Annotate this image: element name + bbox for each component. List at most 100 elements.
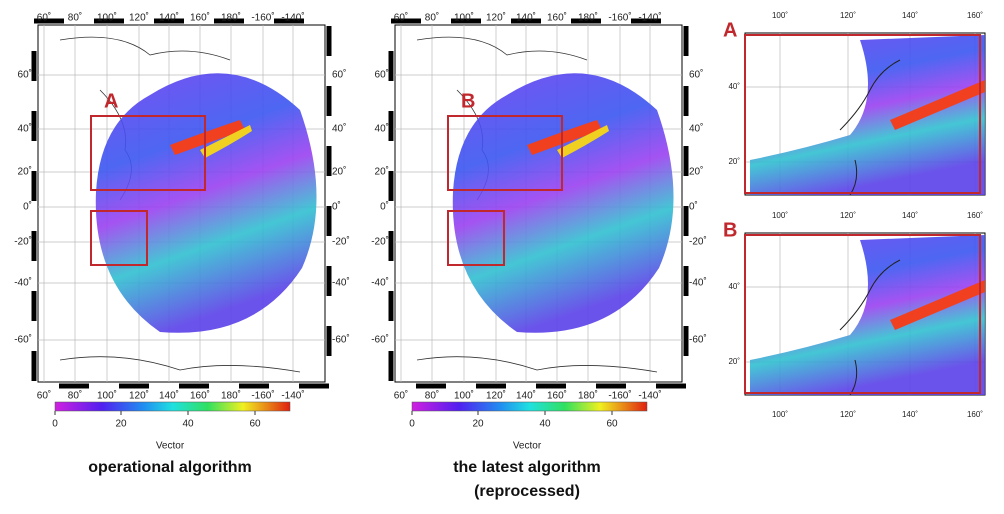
lat-label: -60˚ — [332, 334, 350, 346]
lon-label: 100˚ — [454, 390, 474, 402]
lon-label: 60˚ — [37, 12, 51, 24]
lat-label: 60˚ — [18, 69, 32, 81]
lon-label: 100˚ — [772, 11, 788, 20]
wind-data — [750, 35, 985, 195]
lon-label: 120˚ — [840, 211, 856, 220]
region-label: A — [104, 90, 118, 112]
lat-label: -60˚ — [14, 334, 32, 346]
lon-label: 140˚ — [159, 12, 179, 24]
colorbar — [411, 401, 648, 412]
map-panel: A 60˚ 60˚ 80˚ 80˚ 100˚ 100˚ 120˚ 120˚ 140˚ 140˚ 160… — [14, 12, 350, 477]
lon-label: 100˚ — [772, 211, 788, 220]
region-box — [447, 115, 563, 191]
lat-label: 40˚ — [375, 123, 389, 135]
jet-stream — [890, 280, 985, 330]
jet-stream — [170, 120, 245, 155]
lon-label: 60˚ — [37, 390, 51, 402]
lat-label: 0˚ — [689, 201, 698, 213]
lat-label: -60˚ — [689, 334, 707, 346]
colorbar-tick-label: 0 — [52, 419, 58, 430]
jet-stream — [527, 120, 602, 155]
lon-label: 120˚ — [129, 12, 149, 24]
lat-label: -20˚ — [332, 236, 350, 248]
colorbar-tick-label: 60 — [606, 419, 618, 430]
region-box — [744, 34, 981, 194]
colorbar-title: Vector — [513, 441, 542, 452]
lat-label: 0˚ — [332, 201, 341, 213]
jet-stream — [557, 125, 609, 158]
lat-label: -40˚ — [689, 277, 707, 289]
colorbar-title: Vector — [156, 441, 185, 452]
map-panel: B 60˚ 60˚ 80˚ 80˚ 100˚ 100˚ 120˚ 120˚ 140˚ 140˚ 160… — [371, 12, 707, 501]
lon-label: -160˚ — [251, 390, 274, 402]
frame-border — [31, 18, 332, 389]
lon-label: 60˚ — [394, 12, 408, 24]
lon-label: 160˚ — [967, 11, 983, 20]
lat-label: -40˚ — [332, 277, 350, 289]
lat-label: 60˚ — [375, 69, 389, 81]
colorbar — [54, 401, 291, 412]
lat-label: 40˚ — [332, 123, 346, 135]
lat-label: -20˚ — [14, 236, 32, 248]
frame-border — [388, 18, 689, 389]
lon-label: 100˚ — [772, 410, 788, 419]
lon-label: -140˚ — [281, 390, 304, 402]
lat-label: 20˚ — [375, 166, 389, 178]
lon-label: 80˚ — [68, 390, 82, 402]
lon-label: 160˚ — [190, 390, 210, 402]
region-box — [90, 210, 148, 266]
lon-label: 80˚ — [425, 390, 439, 402]
lat-label: -40˚ — [14, 277, 32, 289]
lat-label: -20˚ — [689, 236, 707, 248]
lat-label: 40˚ — [728, 82, 740, 91]
lat-label: 60˚ — [332, 69, 346, 81]
region-label: A — [723, 19, 737, 41]
lon-label: 140˚ — [159, 390, 179, 402]
caption: the latest algorithm — [453, 459, 601, 476]
lon-label: 120˚ — [486, 390, 506, 402]
lon-label: 100˚ — [97, 12, 117, 24]
lat-label: 60˚ — [689, 69, 703, 81]
jet-stream — [890, 80, 985, 130]
colorbar-tick-label: 40 — [539, 419, 551, 430]
lon-label: 160˚ — [547, 390, 567, 402]
jet-stream — [200, 125, 252, 158]
colorbar-tick-label: 20 — [115, 419, 127, 430]
lat-label: 40˚ — [689, 123, 703, 135]
lon-label: 180˚ — [221, 390, 241, 402]
lon-label: 180˚ — [578, 12, 598, 24]
zoom-panel: B 100˚ 100˚ 120˚ 120˚ 140˚ 140˚ 160˚ 160˚ 40˚ 20˚ — [723, 211, 986, 419]
lon-label: 60˚ — [394, 390, 408, 402]
lon-label: -160˚ — [608, 390, 631, 402]
zoom-panel: A 100˚ 120˚ 140˚ 160˚ 40˚ 20˚ — [723, 11, 986, 196]
wind-data — [95, 73, 317, 333]
lon-label: 140˚ — [902, 11, 918, 20]
lat-label: 0˚ — [23, 201, 32, 213]
lon-label: 100˚ — [97, 390, 117, 402]
lat-label: 20˚ — [332, 166, 346, 178]
lat-label: 20˚ — [18, 166, 32, 178]
colorbar-tick-label: 40 — [182, 419, 194, 430]
lat-label: -60˚ — [371, 334, 389, 346]
lat-label: 20˚ — [689, 166, 703, 178]
region-box — [744, 234, 981, 394]
lon-label: 140˚ — [516, 390, 536, 402]
lat-label: -40˚ — [371, 277, 389, 289]
lat-label: 20˚ — [728, 357, 740, 366]
lon-label: 120˚ — [486, 12, 506, 24]
region-box — [90, 115, 206, 191]
region-label: B — [461, 90, 475, 112]
lon-label: -160˚ — [608, 12, 631, 24]
lon-label: 120˚ — [129, 390, 149, 402]
lon-label: 160˚ — [967, 211, 983, 220]
lat-label: 40˚ — [728, 282, 740, 291]
region-box — [447, 210, 505, 266]
wind-data — [452, 73, 674, 333]
lon-label: -140˚ — [638, 390, 661, 402]
lon-label: 160˚ — [190, 12, 210, 24]
lat-label: -20˚ — [371, 236, 389, 248]
lon-label: 140˚ — [902, 211, 918, 220]
colorbar-tick-label: 0 — [409, 419, 415, 430]
lon-label: 160˚ — [967, 410, 983, 419]
lon-label: 180˚ — [578, 390, 598, 402]
